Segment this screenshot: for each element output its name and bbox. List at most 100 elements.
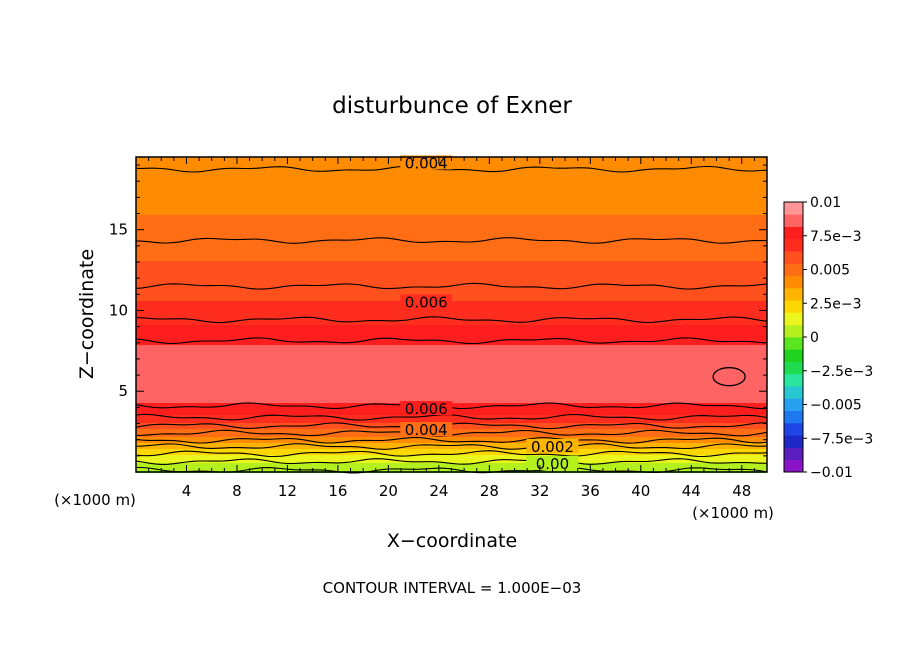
colorbar-segment: [784, 226, 803, 240]
field-band: [136, 273, 767, 275]
contour-label: 0.006: [405, 293, 448, 311]
field-band: [136, 243, 767, 245]
field-band: [136, 193, 767, 195]
contour-label-bg: [400, 401, 453, 415]
field-band: [136, 213, 767, 215]
field-band: [136, 327, 767, 329]
field-band: [136, 191, 767, 193]
field-band: [136, 255, 767, 257]
colorbar-segment: [784, 361, 803, 375]
field-band: [136, 331, 767, 333]
field-band: [136, 211, 767, 213]
field-band: [136, 389, 767, 391]
field-band: [136, 171, 767, 173]
field-band: [136, 465, 767, 467]
field-band: [136, 343, 767, 345]
field-band: [136, 375, 767, 377]
contour-label-bg: [400, 422, 453, 436]
x-tick-label: 28: [480, 482, 499, 500]
field-band: [136, 335, 767, 337]
x-tick-label: 4: [182, 482, 192, 500]
field-band: [136, 271, 767, 273]
colorbar-segment: [784, 447, 803, 461]
contour-interval-note: CONTOUR INTERVAL = 1.000E−03: [323, 579, 582, 597]
field-band: [136, 281, 767, 283]
field-band: [136, 461, 767, 463]
field-band: [136, 463, 767, 465]
colorbar-segment: [784, 202, 803, 215]
field-band: [136, 365, 767, 367]
field-band: [136, 339, 767, 341]
field-band: [136, 263, 767, 265]
field-band: [136, 257, 767, 259]
field-band: [136, 183, 767, 185]
colorbar-tick-label: 0: [810, 330, 819, 346]
field-band: [136, 179, 767, 181]
field-band: [136, 369, 767, 371]
colorbar-segment: [784, 459, 803, 473]
field-band: [136, 251, 767, 253]
contour-line: [135, 337, 768, 345]
contour-label: 0.004: [405, 421, 448, 439]
contour-line: [135, 316, 768, 324]
field-band: [136, 361, 767, 363]
field-band: [136, 397, 767, 399]
field-band: [136, 283, 767, 285]
colorbar-segment: [784, 410, 803, 424]
x-tick-label: 32: [530, 482, 549, 500]
field-band: [136, 353, 767, 355]
y-tick-label: 15: [109, 221, 128, 239]
colorbar-tick-label: 0.005: [810, 263, 850, 279]
field-band: [136, 325, 767, 327]
field-band: [136, 229, 767, 231]
colorbar-tick-label: −7.5e−3: [810, 431, 873, 447]
field-band: [136, 245, 767, 247]
field-band: [136, 323, 767, 325]
field-band: [136, 311, 767, 313]
y-tick-label: 10: [109, 301, 128, 319]
field-band: [136, 377, 767, 379]
field-band: [136, 357, 767, 359]
x-tick-label: 40: [631, 482, 650, 500]
x-tick-label: 44: [682, 482, 701, 500]
contour-line: [135, 458, 768, 465]
field-band: [136, 355, 767, 357]
field-band: [136, 173, 767, 175]
contour-line: [135, 443, 768, 450]
colorbar-segment: [784, 435, 803, 448]
field-band: [136, 417, 767, 419]
field-band: [136, 277, 767, 279]
field-band: [136, 235, 767, 237]
field-band: [136, 437, 767, 439]
field-band: [136, 457, 767, 459]
field-band: [136, 223, 767, 225]
field-band: [136, 373, 767, 375]
field-band: [136, 221, 767, 223]
field-band: [136, 449, 767, 451]
field-band: [136, 447, 767, 449]
field-band: [136, 345, 767, 347]
field-band: [136, 315, 767, 317]
x-tick-label: 20: [379, 482, 398, 500]
field-band: [136, 387, 767, 389]
field-band: [136, 227, 767, 229]
field-band: [136, 207, 767, 209]
field-band: [136, 209, 767, 211]
colorbar-segment: [784, 300, 803, 313]
contour-label-bg: [526, 438, 579, 453]
contour-line: [135, 282, 768, 290]
colorbar-tick-label: −0.01: [810, 465, 853, 481]
field-band: [136, 455, 767, 457]
field-band: [136, 189, 767, 191]
colorbar-segment: [784, 386, 803, 399]
field-band: [136, 321, 767, 323]
field-band: [136, 237, 767, 239]
contour-line: [135, 237, 768, 244]
contour-line: [135, 450, 768, 458]
field-band: [136, 267, 767, 269]
field-band: [136, 459, 767, 461]
field-band: [136, 351, 767, 353]
field-band: [136, 383, 767, 385]
